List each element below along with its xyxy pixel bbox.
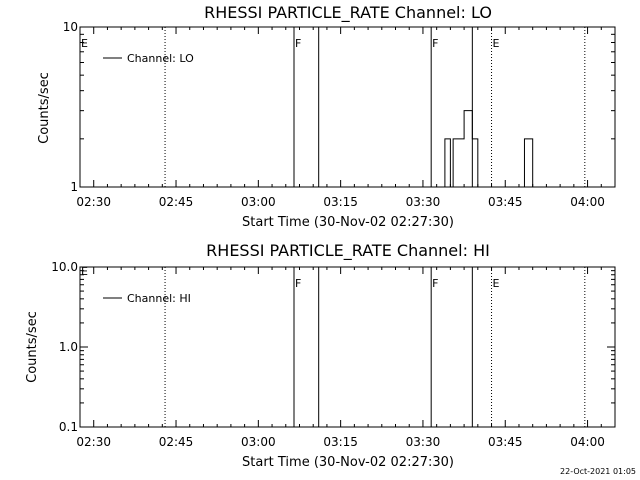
y-tick-label: 10 <box>63 20 78 34</box>
event-label: E <box>493 277 500 290</box>
x-tick-label: 03:15 <box>323 435 358 449</box>
x-tick-label: 02:45 <box>159 435 194 449</box>
left-event-label: E <box>81 265 88 278</box>
legend-label: Channel: HI <box>127 292 191 305</box>
x-axis-label: Start Time (30-Nov-02 02:27:30) <box>242 215 454 230</box>
timestamp: 22-Oct-2021 01:05 <box>560 467 636 476</box>
x-tick-label: 04:00 <box>570 435 605 449</box>
legend-label: Channel: LO <box>127 52 194 65</box>
x-tick-label: 02:30 <box>76 195 111 209</box>
series-line <box>442 110 536 188</box>
x-tick-label: 03:45 <box>488 195 523 209</box>
y-axis-label: Counts/sec <box>37 72 52 144</box>
x-tick-label: 03:45 <box>488 435 523 449</box>
panel-hi: RHESSI PARTICLE_RATE Channel: HI Start T… <box>25 241 616 470</box>
y-tick-label: 1.0 <box>59 340 78 354</box>
event-label: F <box>295 37 301 50</box>
y-axis-label: Counts/sec <box>25 311 40 383</box>
x-tick-label: 02:30 <box>76 435 111 449</box>
event-label: E <box>493 37 500 50</box>
event-label: F <box>295 277 301 290</box>
plot-frame <box>79 266 616 428</box>
y-tick-label: 10.0 <box>51 260 78 274</box>
x-tick-label: 03:30 <box>406 435 441 449</box>
left-event-label: E <box>81 37 88 50</box>
event-label: F <box>432 277 438 290</box>
event-label: F <box>432 37 438 50</box>
plot-frame <box>79 26 616 188</box>
x-tick-label: 04:00 <box>570 195 605 209</box>
chart-title: RHESSI PARTICLE_RATE Channel: HI <box>206 241 490 261</box>
y-tick-label: 0.1 <box>59 420 78 434</box>
chart-title: RHESSI PARTICLE_RATE Channel: LO <box>204 3 492 23</box>
x-axis-label: Start Time (30-Nov-02 02:27:30) <box>242 455 454 470</box>
x-tick-label: 03:15 <box>323 195 358 209</box>
x-tick-label: 03:00 <box>241 195 276 209</box>
x-tick-label: 02:45 <box>159 195 194 209</box>
y-tick-label: 1 <box>70 180 78 194</box>
x-tick-label: 03:00 <box>241 435 276 449</box>
x-tick-label: 03:30 <box>406 195 441 209</box>
panel-lo: RHESSI PARTICLE_RATE Channel: LO Start T… <box>37 3 616 230</box>
